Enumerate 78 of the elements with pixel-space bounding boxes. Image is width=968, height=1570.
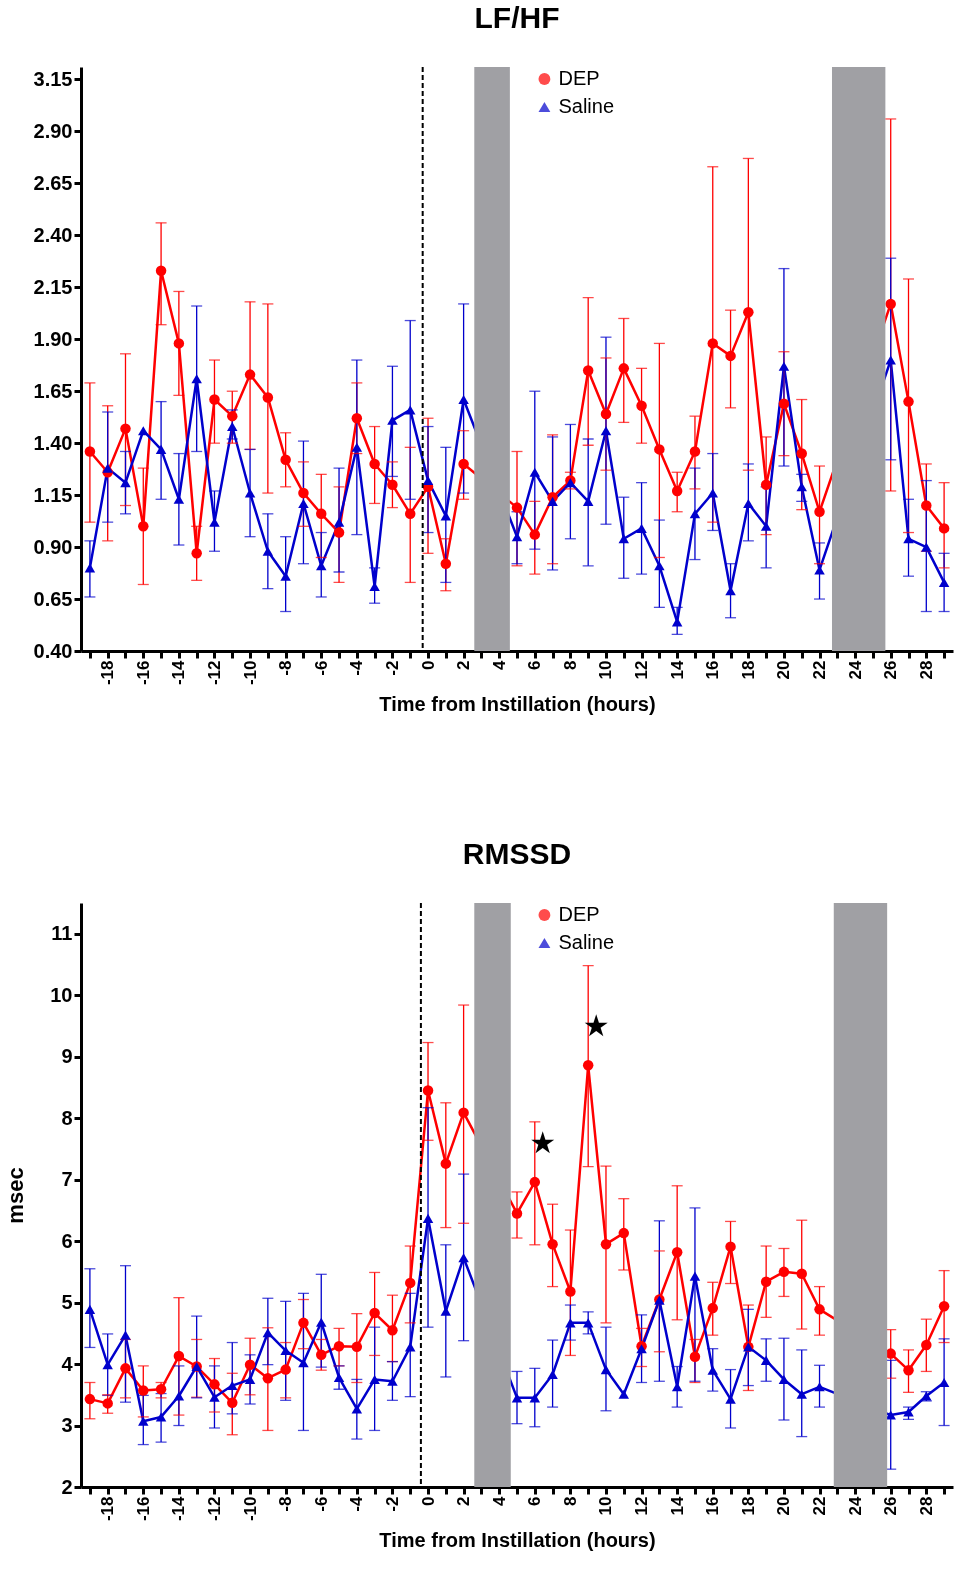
chart-title: LF/HF	[474, 1, 560, 34]
x-axis-title: Time from Instillation (hours)	[379, 693, 656, 716]
y-tick-label: 2.15	[33, 275, 73, 298]
x-tick-label: 28	[916, 1496, 936, 1516]
x-tick-label: -12	[204, 1496, 224, 1522]
y-tick-label: 10	[50, 983, 73, 1006]
x-tick-label: 10	[596, 1496, 616, 1516]
x-tick-label: 4	[489, 1495, 509, 1506]
y-tick-label: 2.90	[33, 119, 73, 142]
x-tick-label: -6	[311, 660, 331, 676]
legend-label: DEP	[558, 67, 600, 89]
x-tick-label: 12	[632, 660, 652, 680]
x-tick-label: 10	[596, 660, 616, 680]
x-tick-label: 22	[810, 660, 830, 680]
y-tick-label: 1.65	[33, 379, 73, 402]
legend-label: DEP	[558, 903, 600, 925]
x-tick-label: -16	[133, 660, 153, 686]
y-tick-label: 1.40	[33, 431, 73, 454]
x-tick-label: -4	[347, 659, 367, 676]
x-tick-label: 6	[525, 1496, 545, 1506]
y-tick-label: 3.15	[33, 67, 73, 90]
y-tick-label: 2.40	[33, 223, 73, 246]
x-tick-label: 26	[881, 1496, 901, 1516]
y-tick-label: 11	[51, 922, 73, 945]
x-tick-label: 16	[703, 660, 723, 680]
y-axis-title: msec	[3, 1167, 29, 1224]
x-tick-label: 18	[738, 1496, 758, 1516]
x-tick-label: -10	[240, 660, 260, 686]
x-tick-label: 2	[454, 1496, 474, 1506]
x-tick-label: 2	[454, 660, 474, 670]
x-tick-label: 24	[845, 1495, 865, 1516]
y-tick-label: 9	[61, 1045, 73, 1068]
x-tick-label: 16	[703, 1496, 723, 1516]
x-tick-label: 20	[774, 1496, 794, 1516]
y-tick-label: 5	[61, 1291, 73, 1314]
y-tick-label: 0.65	[33, 587, 73, 610]
x-tick-label: 14	[667, 659, 687, 680]
x-tick-label: 18	[738, 660, 758, 680]
x-tick-label: 20	[774, 660, 794, 680]
chart-title: RMSSD	[462, 837, 572, 870]
x-tick-label: 24	[845, 659, 865, 680]
y-tick-label: 1.90	[33, 327, 73, 350]
legend-label: Saline	[558, 931, 615, 953]
y-tick-label: 2.65	[33, 171, 73, 194]
y-tick-label: 0.40	[33, 639, 73, 662]
y-tick-label: 8	[61, 1106, 73, 1129]
y-tick-label: 4	[61, 1352, 74, 1375]
x-tick-label: 26	[881, 660, 901, 680]
y-tick-label: 0.90	[33, 535, 73, 558]
x-tick-label: -12	[204, 660, 224, 686]
x-tick-label: -18	[98, 1496, 118, 1522]
y-tick-label: 1.15	[33, 483, 73, 506]
x-tick-label: 12	[632, 1496, 652, 1516]
x-tick-label: -2	[382, 660, 402, 676]
x-tick-label: -6	[311, 1496, 331, 1512]
x-tick-label: 28	[916, 660, 936, 680]
x-tick-label: -14	[169, 659, 189, 686]
x-axis-title: Time from Instillation (hours)	[379, 1529, 656, 1552]
x-tick-label: -4	[347, 1495, 367, 1512]
x-tick-label: 0	[418, 660, 438, 670]
y-tick-label: 6	[61, 1229, 73, 1252]
x-tick-label: -8	[276, 1496, 296, 1512]
x-tick-label: 22	[810, 1496, 830, 1516]
x-tick-label: 14	[667, 1495, 687, 1516]
x-tick-label: 8	[560, 660, 580, 670]
y-tick-label: 3	[61, 1414, 73, 1437]
x-tick-label: -10	[240, 1496, 260, 1522]
x-tick-label: 8	[560, 1496, 580, 1506]
x-tick-label: -18	[98, 660, 118, 686]
x-tick-label: -14	[169, 1495, 189, 1522]
y-tick-label: 7	[61, 1168, 73, 1191]
x-tick-label: 4	[489, 659, 509, 670]
x-tick-label: -8	[276, 660, 296, 676]
x-tick-label: 0	[418, 1496, 438, 1506]
legend-label: Saline	[558, 95, 615, 117]
x-tick-label: -2	[382, 1496, 402, 1512]
x-tick-label: -16	[133, 1496, 153, 1522]
x-tick-label: 6	[525, 660, 545, 670]
